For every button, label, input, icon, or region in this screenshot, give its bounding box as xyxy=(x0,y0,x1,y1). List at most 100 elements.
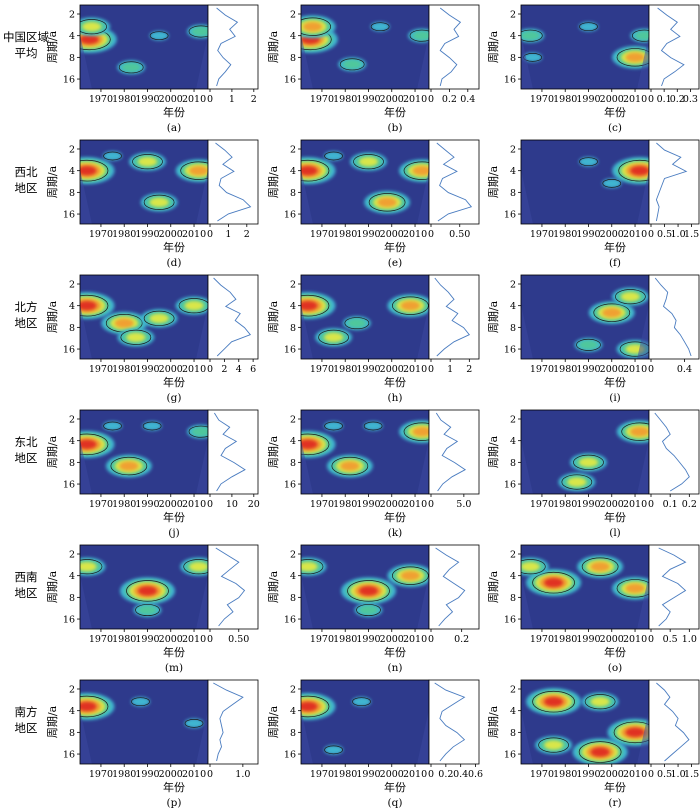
x-tick-label: 2010 xyxy=(403,499,427,510)
spectrum-tick-label: 1.0 xyxy=(235,769,250,780)
energy-contour xyxy=(358,586,378,596)
x-axis-label: 年份 xyxy=(384,510,406,524)
spectrum-tick-label: 2 xyxy=(221,364,227,375)
spectrum-frame xyxy=(428,4,480,90)
y-tick-label: 16 xyxy=(504,480,516,491)
y-tick-label: 4 xyxy=(510,706,516,717)
spectrum-line xyxy=(435,412,467,492)
wavelet-heatmap xyxy=(521,140,649,224)
y-tick-label: 16 xyxy=(504,615,516,626)
y-tick-label: 4 xyxy=(69,571,75,582)
spectrum-tick-label: 0.2 xyxy=(442,94,457,105)
y-axis-label: 周期/a xyxy=(46,705,59,738)
row-label: 平均 xyxy=(15,46,38,60)
x-tick-label: 2010 xyxy=(182,499,206,510)
y-tick-label: 2 xyxy=(510,684,516,695)
significance-contour xyxy=(521,559,546,575)
energy-contour xyxy=(131,696,151,707)
y-tick-label: 16 xyxy=(504,210,516,221)
panel-label: (k) xyxy=(388,527,403,539)
significance-contour xyxy=(324,745,343,755)
x-tick-label: 1980 xyxy=(112,364,136,375)
x-tick-label: 1970 xyxy=(310,94,334,105)
y-tick-label: 2 xyxy=(510,144,516,155)
x-tick-label: 1980 xyxy=(333,229,357,240)
significance-contour xyxy=(149,31,169,41)
wavelet-heatmap xyxy=(301,680,429,764)
x-tick-label: 1970 xyxy=(530,769,554,780)
x-axis-label: 年份 xyxy=(163,645,185,659)
energy-contour xyxy=(80,300,97,311)
x-tick-label: 1980 xyxy=(333,634,357,645)
y-tick-label: 16 xyxy=(63,345,75,356)
spectrum-tick-label: 0 xyxy=(648,94,654,105)
significance-contour xyxy=(370,22,390,32)
significance-contour xyxy=(521,29,543,42)
panel-label: (q) xyxy=(388,797,403,809)
energy-contour xyxy=(303,21,323,32)
significance-contour xyxy=(142,421,162,431)
energy-contour xyxy=(114,318,134,328)
spectrum-tick-label: 0 xyxy=(648,364,654,375)
y-tick-label: 8 xyxy=(290,458,296,469)
energy-contour xyxy=(578,21,598,32)
energy-contour xyxy=(82,21,102,32)
panel-label: (i) xyxy=(609,392,621,404)
x-tick-label: 1990 xyxy=(356,499,380,510)
x-tick-label: 2000 xyxy=(159,364,183,375)
x-tick-label: 2010 xyxy=(403,769,427,780)
spectrum-tick-label: 0.50 xyxy=(228,634,249,645)
row-label: 南方 xyxy=(15,705,38,719)
energy-contour xyxy=(630,426,649,437)
significance-contour xyxy=(301,17,331,36)
x-axis-label: 年份 xyxy=(384,375,406,389)
y-axis-label: 周期/a xyxy=(487,300,500,333)
y-tick-label: 8 xyxy=(290,53,296,64)
y-axis-label: 周期/a xyxy=(267,300,280,333)
x-tick-label: 2010 xyxy=(182,634,206,645)
spectrum-tick-label: 0 xyxy=(207,634,213,645)
spectrum-line xyxy=(658,547,687,627)
spectrum-frame xyxy=(428,679,480,765)
x-axis-label: 年份 xyxy=(604,375,626,389)
significance-contour xyxy=(538,737,569,753)
x-tick-label: 1970 xyxy=(310,364,334,375)
significance-contour xyxy=(126,580,169,602)
energy-contour xyxy=(189,561,208,572)
spectrum-tick-label: 0.6 xyxy=(468,769,483,780)
x-tick-label: 2010 xyxy=(403,364,427,375)
significance-contour xyxy=(576,338,601,351)
spectrum-tick-label: 0 xyxy=(648,229,654,240)
y-tick-label: 4 xyxy=(290,31,296,42)
energy-contour xyxy=(184,718,204,729)
y-tick-label: 4 xyxy=(69,31,75,42)
spectrum-tick-label: 0 xyxy=(207,499,213,510)
significance-contour xyxy=(120,329,152,345)
x-tick-label: 1970 xyxy=(530,634,554,645)
spectrum-line xyxy=(216,7,239,87)
wavelet-heatmap xyxy=(521,680,649,764)
y-tick-label: 4 xyxy=(69,166,75,177)
y-axis-label: 周期/a xyxy=(46,300,59,333)
row-label: 北方 xyxy=(15,300,38,314)
x-tick-label: 1990 xyxy=(135,94,159,105)
x-tick-label: 1980 xyxy=(333,364,357,375)
energy-contour xyxy=(578,340,598,350)
energy-contour xyxy=(625,583,645,594)
significance-contour xyxy=(103,151,122,161)
energy-contour xyxy=(301,439,318,450)
spectrum-tick-label: 0 xyxy=(648,769,654,780)
x-axis-label: 年份 xyxy=(163,105,185,119)
x-tick-label: 1980 xyxy=(112,499,136,510)
x-tick-label: 2000 xyxy=(380,769,404,780)
spectrum-line xyxy=(434,277,471,357)
x-tick-label: 2000 xyxy=(600,769,624,780)
wavelet-heatmap xyxy=(521,545,649,629)
x-tick-label: 2010 xyxy=(623,229,647,240)
x-tick-label: 1970 xyxy=(310,769,334,780)
spectrum-tick-label: 1.5 xyxy=(684,229,699,240)
energy-contour xyxy=(602,178,622,189)
significance-contour xyxy=(301,695,330,718)
energy-contour xyxy=(189,165,208,176)
energy-contour xyxy=(590,747,610,757)
